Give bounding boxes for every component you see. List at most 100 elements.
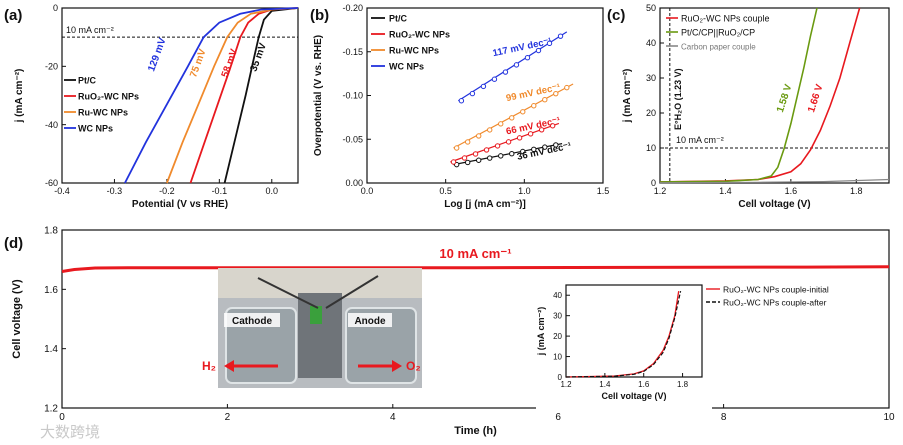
- y-tick-label: 30: [646, 73, 656, 83]
- y-tick-label: 1.4: [44, 344, 58, 355]
- data-label: 35 mV: [249, 41, 270, 73]
- x-tick-label: 1.0: [518, 186, 531, 196]
- y-tick-label: 50: [646, 3, 656, 13]
- y-tick-label: -0.05: [342, 134, 363, 144]
- x-tick-label: 4: [390, 412, 396, 423]
- data-label: 117 mV dec⁻¹: [492, 36, 553, 59]
- arrow-head-h2: [224, 360, 234, 372]
- x-tick-label: 0.0: [361, 186, 374, 196]
- y-axis-label: j (mA cm⁻²): [536, 307, 546, 356]
- data-label: 99 mV dec⁻¹: [505, 82, 561, 104]
- y-tick-label: 0.00: [345, 178, 363, 188]
- electrode-clip: [310, 306, 322, 324]
- data-point: [458, 98, 465, 104]
- arrow-head-o2: [392, 360, 402, 372]
- data-point: [520, 109, 526, 115]
- series-line: [223, 7, 299, 184]
- plot-frame: [565, 284, 703, 378]
- y-tick-label: 40: [553, 291, 562, 300]
- data-point: [535, 47, 542, 54]
- data-point: [509, 115, 515, 121]
- data-point: [546, 40, 553, 47]
- panel-label-b: (b): [310, 7, 329, 24]
- data-label: 129 mV: [146, 36, 168, 73]
- x-tick-label: 6: [555, 412, 561, 423]
- x-tick-label: 1.2: [560, 380, 572, 389]
- legend-entry: WC NPs: [389, 62, 424, 72]
- x-tick-label: 0.5: [439, 186, 452, 196]
- panel-label-a: (a): [4, 7, 22, 24]
- legend-entry: Carbon paper couple: [681, 43, 756, 52]
- series-line: [565, 290, 682, 378]
- series-line: [659, 7, 818, 183]
- x-tick-label: 0: [59, 412, 65, 423]
- series-line: [659, 178, 890, 184]
- data-point: [491, 76, 498, 82]
- series-line: [166, 7, 299, 184]
- x-tick-label: 1.5: [597, 186, 610, 196]
- inset-background: [536, 279, 712, 411]
- legend-entry: RuO₂-WC NPs couple-initial: [723, 285, 829, 295]
- series-line: [124, 7, 299, 184]
- legend-entry: Ru-WC NPs: [78, 108, 128, 118]
- legend-entry: Pt/C: [78, 76, 97, 86]
- y-tick-label: 30: [553, 311, 562, 320]
- y-axis-label: Cell voltage (V): [11, 279, 23, 359]
- data-point: [472, 151, 479, 157]
- y-tick-label: -40: [45, 120, 58, 130]
- y-tick-label: 40: [646, 38, 656, 48]
- x-tick-label: 2: [225, 412, 231, 423]
- y-tick-label: 1.2: [44, 404, 58, 415]
- data-point: [450, 159, 457, 165]
- series-line: [61, 265, 890, 273]
- data-point: [469, 90, 476, 97]
- legend-entry: Ru-WC NPs: [389, 46, 439, 56]
- legend-entry: RuO₂-WC NPs: [389, 30, 450, 40]
- chart-title: 10 mA cm⁻¹: [439, 246, 511, 261]
- y-tick-label: 0: [558, 373, 563, 382]
- data-point: [476, 157, 482, 163]
- x-axis-label: Cell voltage (V): [601, 391, 666, 401]
- chart-d_inset: 1.2 1.4 1.6 1.8 0 10 20 30 40 Cell voltage (V) j (…: [536, 284, 829, 401]
- wire: [325, 275, 379, 309]
- data-point: [487, 127, 493, 133]
- chart-d: 0 2 4 6 8 10 1.2 1.4 1.6 1.8 Time (h) Cell voltage …: [11, 226, 895, 438]
- y-tick-label: 10: [553, 352, 562, 361]
- data-point: [531, 103, 537, 109]
- data-point: [520, 148, 526, 155]
- y-tick-label: -0.15: [342, 47, 363, 57]
- x-tick-label: 8: [721, 412, 727, 423]
- watermark: 大数跨境: [40, 423, 100, 441]
- data-point: [542, 97, 548, 103]
- data-label: 1.66 V: [806, 83, 825, 114]
- legend-entry: Pt/C/CP||RuO₂/CP: [681, 28, 755, 38]
- x-tick-label: 1.4: [599, 380, 611, 389]
- wire: [257, 277, 319, 309]
- data-point: [513, 62, 520, 68]
- x-tick-label: 1.2: [654, 186, 667, 196]
- reference-label: 10 mA cm⁻²: [676, 135, 724, 145]
- reference-label: 10 mA cm⁻²: [66, 25, 114, 35]
- y-tick-label: -0.20: [342, 3, 363, 13]
- x-tick-label: 1.8: [850, 186, 863, 196]
- data-point: [480, 83, 487, 90]
- y-tick-label: 0: [651, 178, 656, 188]
- x-tick-label: -0.4: [54, 186, 70, 196]
- chart-a: -0.4 -0.3 -0.2 -0.1 0.0 0 -20 -40 -60 Potential (…: [14, 3, 299, 210]
- data-point: [505, 139, 512, 145]
- x-tick-label: 0.0: [266, 186, 279, 196]
- data-point: [494, 143, 501, 149]
- panel-label-d: (d): [4, 235, 23, 252]
- x-tick-label: -0.1: [212, 186, 228, 196]
- y-axis-label: j (mA cm⁻²): [14, 69, 25, 124]
- data-point: [483, 147, 490, 153]
- data-point: [509, 150, 515, 157]
- data-point: [498, 153, 504, 159]
- label-bg: [348, 313, 392, 327]
- x-tick-label: 1.6: [785, 186, 798, 196]
- legend-entry: RuO₂-WC NPs couple: [681, 14, 770, 24]
- x-axis-label: Time (h): [454, 425, 497, 437]
- data-point: [464, 159, 471, 166]
- data-point: [527, 131, 534, 137]
